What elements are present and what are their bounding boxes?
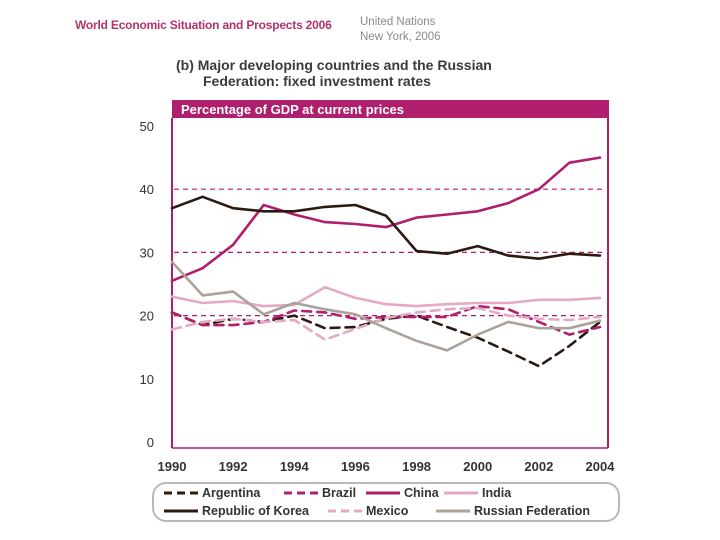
legend: Argentina Brazil China India Republic of… (152, 482, 620, 522)
series-line-russian-federation (170, 260, 602, 352)
legend-swatch-russia (436, 509, 470, 513)
legend-item-korea: Republic of Korea (164, 504, 309, 518)
publisher-org: United Nations (360, 16, 436, 28)
series-line-mexico (170, 306, 602, 341)
y-tick-label: 10 (140, 372, 154, 387)
legend-label-india: India (482, 486, 512, 500)
x-tick-label: 2002 (524, 459, 553, 474)
legend-swatch-argentina (164, 491, 198, 495)
x-tick-label: 2004 (586, 459, 616, 474)
subtitle-banner (172, 100, 608, 118)
y-tick-label: 20 (140, 309, 154, 324)
series-line-india (170, 285, 602, 308)
legend-item-brazil: Brazil (284, 486, 356, 500)
publisher-info: United Nations New York, 2006 (360, 15, 441, 45)
x-tick-label: 1994 (280, 459, 310, 474)
x-tick-label: 1990 (158, 459, 187, 474)
legend-label-korea: Republic of Korea (202, 504, 309, 518)
legend-item-mexico: Mexico (328, 504, 408, 518)
legend-item-russia: Russian Federation (436, 504, 590, 518)
legend-swatch-mexico (328, 509, 362, 513)
legend-swatch-brazil (284, 491, 318, 495)
legend-swatch-india (444, 491, 478, 495)
series-line-republic-of-korea (170, 195, 602, 261)
y-tick-label: 50 (140, 119, 154, 134)
y-tick-label: 30 (140, 245, 154, 260)
legend-item-india: India (444, 486, 511, 500)
publication-title: World Economic Situation and Prospects 2… (75, 18, 332, 32)
chart-title-line1: (b) Major developing countries and the R… (176, 57, 492, 73)
y-tick-label: 0 (147, 435, 154, 450)
x-tick-label: 1996 (341, 459, 370, 474)
legend-label-mexico: Mexico (366, 504, 409, 518)
legend-item-argentina: Argentina (164, 486, 260, 500)
legend-label-brazil: Brazil (322, 486, 357, 500)
legend-swatch-korea (164, 509, 198, 513)
chart-title: (b) Major developing countries and the R… (176, 57, 492, 89)
legend-label-argentina: Argentina (202, 486, 261, 500)
legend-swatch-china (366, 491, 400, 495)
series-line-argentina (170, 311, 602, 368)
x-tick-label: 1992 (219, 459, 248, 474)
x-tick-label: 2000 (463, 459, 492, 474)
legend-item-china: China (366, 486, 439, 500)
x-tick-label: 1998 (402, 459, 431, 474)
series-line-china (170, 156, 602, 283)
legend-label-russia: Russian Federation (474, 504, 590, 518)
y-tick-label: 40 (140, 182, 154, 197)
legend-label-china: China (404, 486, 439, 500)
publisher-place: New York, 2006 (360, 31, 441, 43)
chart-subtitle: Percentage of GDP at current prices (181, 102, 404, 117)
chart-title-line2: Federation: fixed investment rates (203, 73, 431, 89)
